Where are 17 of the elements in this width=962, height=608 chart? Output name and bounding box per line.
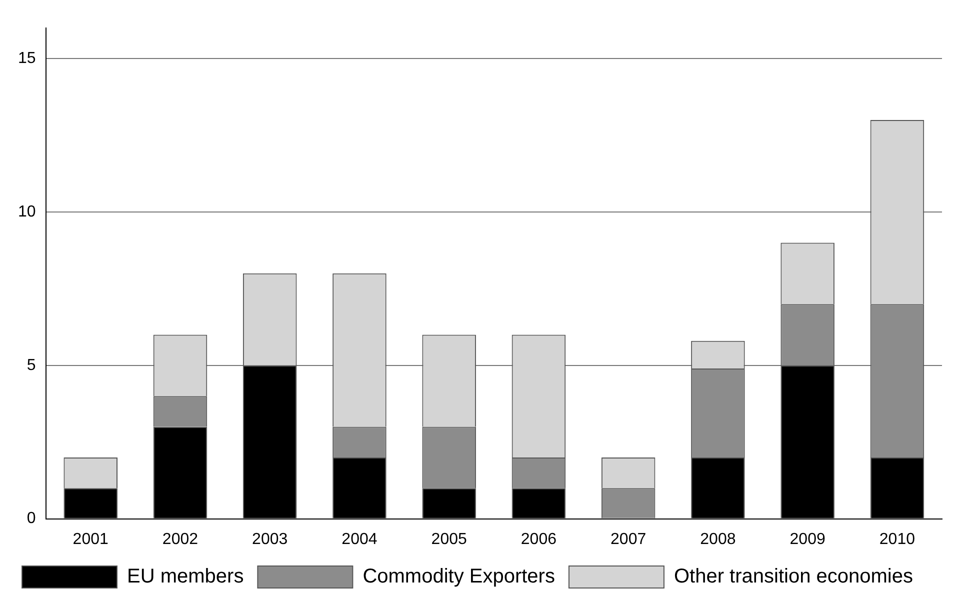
legend-label: Other transition economies [674, 566, 913, 588]
legend-label: EU members [127, 566, 244, 588]
x-tick-label: 2005 [431, 530, 467, 548]
y-tick-label: 15 [18, 50, 36, 68]
x-tick-label: 2007 [610, 530, 646, 548]
legend-label: Commodity Exporters [362, 566, 555, 588]
x-tick-label: 2010 [879, 530, 916, 548]
y-tick-label: 0 [26, 510, 36, 528]
x-tick-label: 2001 [72, 530, 109, 548]
y-tick-label: 5 [26, 356, 36, 374]
x-tick-label: 2002 [162, 530, 198, 548]
x-tick-label: 2009 [790, 530, 826, 548]
x-tick-label: 2004 [342, 530, 378, 548]
x-tick-label: 2003 [252, 530, 288, 548]
x-tick-label: 2006 [520, 530, 557, 548]
y-tick-label: 10 [18, 203, 36, 220]
x-tick-label: 2008 [700, 530, 736, 548]
